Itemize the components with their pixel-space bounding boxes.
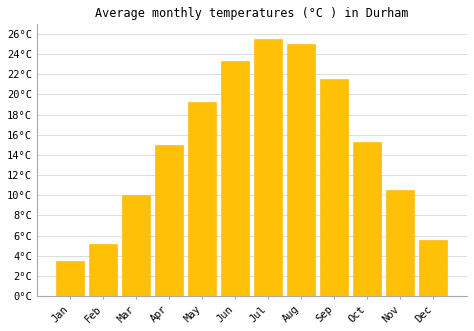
Title: Average monthly temperatures (°C ) in Durham: Average monthly temperatures (°C ) in Du…: [95, 7, 409, 20]
Bar: [386, 190, 414, 296]
Bar: [320, 79, 348, 296]
Bar: [221, 61, 249, 296]
Bar: [255, 39, 283, 296]
Bar: [122, 195, 150, 296]
Bar: [287, 44, 316, 296]
Bar: [56, 261, 84, 296]
Bar: [419, 240, 447, 296]
Bar: [188, 102, 217, 296]
Bar: [354, 142, 382, 296]
Bar: [155, 145, 183, 296]
Bar: [90, 244, 118, 296]
